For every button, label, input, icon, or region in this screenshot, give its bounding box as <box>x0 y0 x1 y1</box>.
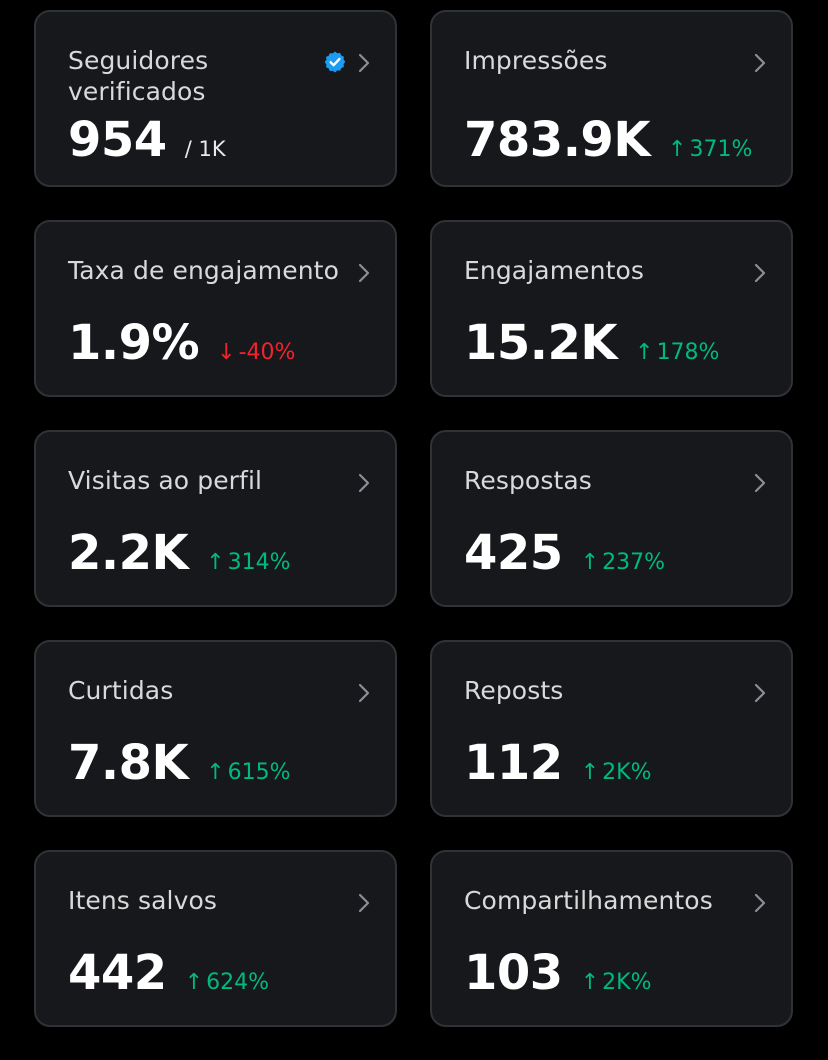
metric-delta-value: -40% <box>238 340 296 365</box>
metric-card-profile-visits[interactable]: Visitas ao perfil 2.2K ↑ 314% <box>34 430 397 607</box>
metric-value: 442 <box>68 945 167 1001</box>
metric-delta: ↓ -40% <box>217 340 295 365</box>
metric-delta-value: 615% <box>227 760 291 785</box>
metric-value-row: 2.2K ↑ 314% <box>68 523 291 583</box>
metric-value-row: 112 ↑ 2K% <box>464 733 651 793</box>
metric-delta: ↑ 178% <box>635 340 719 365</box>
arrow-up-icon: ↑ <box>580 970 600 995</box>
metric-card-reposts[interactable]: Reposts 112 ↑ 2K% <box>430 640 793 817</box>
metric-value: 7.8K <box>68 735 189 791</box>
verified-badge-icon <box>324 51 346 73</box>
metric-label: Taxa de engajamento <box>68 256 339 285</box>
metric-delta-value: 314% <box>227 550 291 575</box>
chevron-right-icon <box>754 683 766 703</box>
chevron-right-icon <box>754 53 766 73</box>
metric-goal: / 1K <box>184 137 226 161</box>
metric-value-row: 442 ↑ 624% <box>68 943 269 1003</box>
metric-delta: ↑ 2K% <box>581 970 652 995</box>
metric-card-engagement-rate[interactable]: Taxa de engajamento 1.9% ↓ -40% <box>34 220 397 397</box>
metric-delta: ↑ 624% <box>185 970 269 995</box>
metric-card-impressions[interactable]: Impressões 783.9K ↑ 371% <box>430 10 793 187</box>
metric-label: Curtidas <box>68 676 174 705</box>
metric-label: Reposts <box>464 676 564 705</box>
chevron-right-icon <box>358 683 370 703</box>
arrow-up-icon: ↑ <box>668 137 687 162</box>
metric-card-replies[interactable]: Respostas 425 ↑ 237% <box>430 430 793 607</box>
metric-value: 954 <box>68 112 167 168</box>
arrow-up-icon: ↑ <box>580 550 600 575</box>
metric-delta: ↑ 2K% <box>581 760 652 785</box>
chevron-right-icon <box>358 473 370 493</box>
metric-value: 103 <box>464 945 563 1001</box>
metric-delta-value: 2K% <box>602 760 652 785</box>
metric-value: 112 <box>464 735 563 791</box>
metric-value: 15.2K <box>464 315 618 371</box>
metric-delta: ↑ 314% <box>206 550 290 575</box>
metric-value-row: 425 ↑ 237% <box>464 523 665 583</box>
metric-value-row: 1.9% ↓ -40% <box>68 313 295 373</box>
metric-value-row: 954 / 1K <box>68 110 226 170</box>
metric-card-shares[interactable]: Compartilhamentos 103 ↑ 2K% <box>430 850 793 1027</box>
metric-label: Impressões <box>464 46 608 75</box>
chevron-right-icon <box>754 473 766 493</box>
metric-value: 1.9% <box>68 315 200 371</box>
metric-delta-value: 624% <box>206 970 270 995</box>
chevron-right-icon <box>754 893 766 913</box>
metric-value: 783.9K <box>464 112 651 168</box>
metric-label: Seguidores verificados <box>68 46 209 106</box>
arrow-up-icon: ↑ <box>635 340 654 365</box>
metric-delta: ↑ 371% <box>668 137 752 162</box>
metric-label: Itens salvos <box>68 886 217 915</box>
metric-card-engagements[interactable]: Engajamentos 15.2K ↑ 178% <box>430 220 793 397</box>
chevron-right-icon <box>358 263 370 283</box>
metric-label: Visitas ao perfil <box>68 466 263 495</box>
metric-value-row: 7.8K ↑ 615% <box>68 733 291 793</box>
metric-value-row: 783.9K ↑ 371% <box>464 110 752 170</box>
metric-value-row: 15.2K ↑ 178% <box>464 313 719 373</box>
metric-card-saved-items[interactable]: Itens salvos 442 ↑ 624% <box>34 850 397 1027</box>
metric-delta: ↑ 237% <box>581 550 665 575</box>
arrow-up-icon: ↑ <box>206 550 225 575</box>
metric-label: Respostas <box>464 466 592 495</box>
chevron-right-icon <box>754 263 766 283</box>
arrow-down-icon: ↓ <box>217 340 236 365</box>
metric-value: 425 <box>464 525 563 581</box>
chevron-right-icon <box>358 893 370 913</box>
arrow-up-icon: ↑ <box>184 970 204 995</box>
metric-value: 2.2K <box>68 525 189 581</box>
metric-delta-value: 178% <box>656 340 720 365</box>
metric-label: Compartilhamentos <box>464 886 713 915</box>
metric-delta-value: 2K% <box>602 970 652 995</box>
arrow-up-icon: ↑ <box>206 760 225 785</box>
metric-delta: ↑ 615% <box>206 760 290 785</box>
metric-label: Engajamentos <box>464 256 644 285</box>
metric-delta-value: 371% <box>689 137 753 162</box>
arrow-up-icon: ↑ <box>580 760 600 785</box>
metric-card-likes[interactable]: Curtidas 7.8K ↑ 615% <box>34 640 397 817</box>
metric-card-verified-followers[interactable]: Seguidores verificados 954 / 1K <box>34 10 397 187</box>
metric-delta-value: 237% <box>602 550 666 575</box>
metric-value-row: 103 ↑ 2K% <box>464 943 651 1003</box>
chevron-right-icon <box>358 53 370 73</box>
